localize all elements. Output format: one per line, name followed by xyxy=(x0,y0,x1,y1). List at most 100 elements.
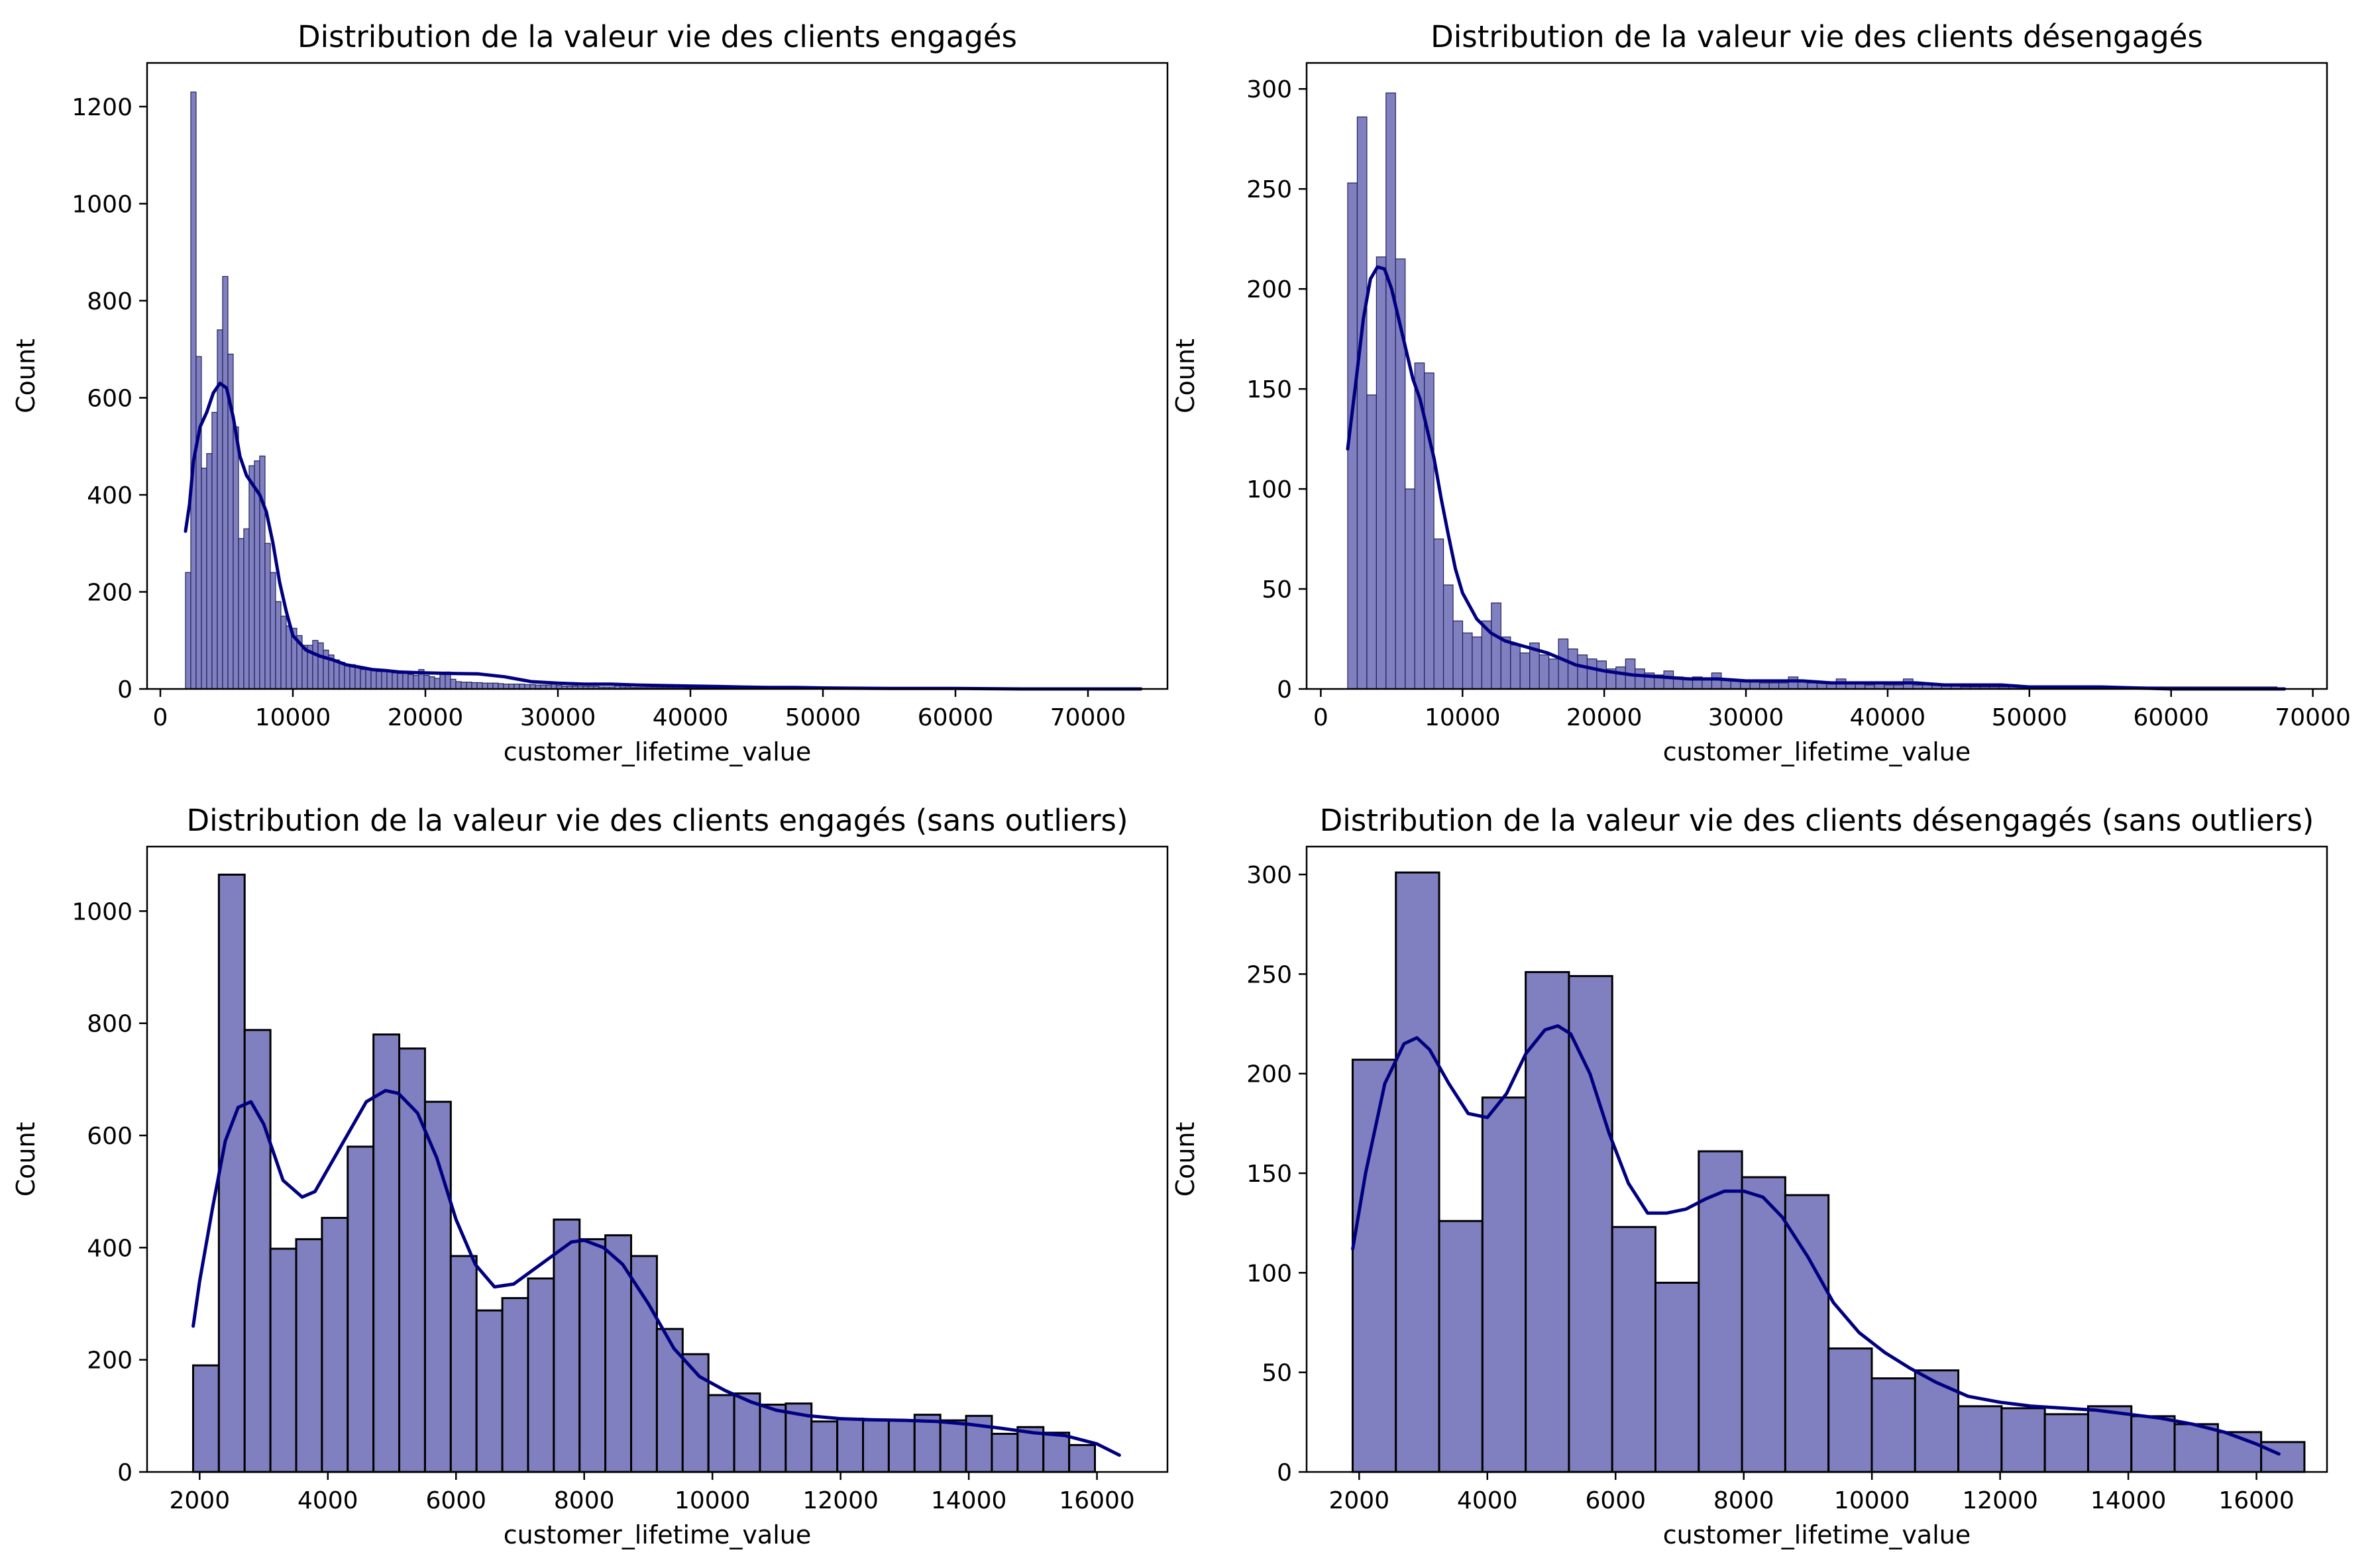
bars xyxy=(1351,871,2306,1473)
y-axis-label: Count xyxy=(1171,339,1200,413)
axes-frame xyxy=(146,845,1169,1473)
x-tick-label: 2000 xyxy=(1329,1487,1390,1514)
x-tick-label: 16000 xyxy=(1059,1487,1135,1514)
chart-title: Distribution de la valeur vie des client… xyxy=(298,19,1017,54)
y-tick-label: 1000 xyxy=(72,898,133,925)
x-axis-label: customer_lifetime_value xyxy=(504,1520,811,1549)
y-tick-label: 200 xyxy=(87,1347,133,1375)
x-tick-label: 10000 xyxy=(255,704,331,731)
x-tick-label: 14000 xyxy=(2090,1487,2167,1514)
histogram-bar xyxy=(295,1238,323,1473)
histogram-bar xyxy=(1957,1405,2003,1473)
y-tick-label: 100 xyxy=(1246,1260,1292,1287)
histogram-bar xyxy=(1870,1377,1916,1473)
histogram-bar xyxy=(1438,1220,1484,1473)
x-tick-label: 70000 xyxy=(1050,704,1126,731)
x-tick-label: 70000 xyxy=(2275,704,2351,731)
y-tick-label: 250 xyxy=(1246,176,1292,203)
chart-title: Distribution de la valeur vie des client… xyxy=(186,803,1128,838)
y-axis-label: Count xyxy=(11,339,40,413)
y-tick-label: 0 xyxy=(117,1459,133,1487)
y-tick-label: 200 xyxy=(87,579,133,606)
y-tick-label: 400 xyxy=(87,482,133,509)
histogram-bar xyxy=(2260,1441,2306,1473)
x-tick-label: 40000 xyxy=(1850,704,1926,731)
histogram-bar xyxy=(2000,1407,2046,1473)
histogram-bar xyxy=(1741,1176,1786,1473)
y-axis-label: Count xyxy=(11,1122,40,1197)
histogram-bar xyxy=(1827,1347,1873,1473)
x-tick-label: 6000 xyxy=(425,1487,486,1514)
y-tick-label: 1000 xyxy=(72,191,133,218)
x-tick-label: 14000 xyxy=(931,1487,1007,1514)
y-tick-label: 400 xyxy=(87,1235,133,1262)
axes-frame xyxy=(1305,62,2328,690)
x-axis-label: customer_lifetime_value xyxy=(1663,737,1971,766)
y-tick-label: 600 xyxy=(87,385,133,412)
chart-title: Distribution de la valeur vie des client… xyxy=(1431,19,2203,54)
x-tick-label: 4000 xyxy=(1457,1487,1518,1514)
x-tick-label: 10000 xyxy=(675,1487,751,1514)
histogram-bar xyxy=(1481,1096,1527,1473)
x-tick-label: 6000 xyxy=(1585,1487,1646,1514)
x-tick-label: 2000 xyxy=(170,1487,231,1514)
histogram-bar xyxy=(449,1255,478,1473)
histogram-bar xyxy=(630,1255,658,1473)
histogram-bar xyxy=(991,1432,1019,1473)
kde-curve xyxy=(184,382,1143,691)
y-tick-label: 100 xyxy=(1246,476,1292,503)
x-tick-label: 30000 xyxy=(520,704,596,731)
histogram-bar xyxy=(2086,1405,2133,1473)
y-tick-label: 0 xyxy=(1277,676,1292,704)
x-tick-label: 60000 xyxy=(918,704,994,731)
histogram-bar xyxy=(1654,1281,1700,1473)
histogram-bar xyxy=(1395,871,1440,1473)
histogram-bar xyxy=(1914,1369,1960,1473)
y-tick-label: 50 xyxy=(1262,1360,1292,1387)
x-tick-label: 10000 xyxy=(1834,1487,1910,1514)
x-axis-label: customer_lifetime_value xyxy=(504,737,811,766)
kde-curve xyxy=(1351,1024,2281,1456)
histogram-bar xyxy=(1525,970,1570,1473)
histogram-bar xyxy=(1351,1059,1397,1473)
x-axis-label: customer_lifetime_value xyxy=(1663,1520,1971,1549)
axes-frame xyxy=(1305,845,2328,1473)
y-tick-label: 0 xyxy=(117,676,133,704)
histogram-bar xyxy=(1611,1226,1657,1473)
histogram-bar xyxy=(1568,974,1613,1473)
x-tick-label: 0 xyxy=(153,704,168,731)
x-tick-label: 8000 xyxy=(554,1487,615,1514)
y-tick-label: 200 xyxy=(1246,1061,1292,1088)
kde-curve xyxy=(191,1088,1121,1457)
x-tick-label: 40000 xyxy=(653,704,729,731)
x-tick-label: 8000 xyxy=(1713,1487,1774,1514)
kde-curve xyxy=(1346,265,2287,691)
x-tick-label: 50000 xyxy=(1992,704,2068,731)
y-tick-label: 250 xyxy=(1246,961,1292,988)
y-tick-label: 200 xyxy=(1246,276,1292,303)
x-tick-label: 20000 xyxy=(388,704,464,731)
y-tick-label: 1200 xyxy=(72,94,133,121)
y-tick-label: 800 xyxy=(87,1011,133,1038)
histogram-bar xyxy=(2043,1413,2089,1473)
y-tick-label: 600 xyxy=(87,1123,133,1150)
x-tick-label: 12000 xyxy=(802,1487,879,1514)
histogram-bar xyxy=(2130,1415,2176,1473)
x-tick-label: 10000 xyxy=(1425,704,1501,731)
y-tick-label: 0 xyxy=(1277,1459,1292,1487)
x-tick-label: 50000 xyxy=(785,704,861,731)
histogram-bar xyxy=(2173,1423,2219,1473)
y-axis-label: Count xyxy=(1171,1122,1200,1197)
y-tick-label: 300 xyxy=(1246,862,1292,889)
y-tick-label: 800 xyxy=(87,288,133,315)
y-tick-label: 150 xyxy=(1246,376,1292,403)
x-tick-label: 16000 xyxy=(2218,1487,2295,1514)
y-tick-label: 50 xyxy=(1262,576,1292,603)
x-tick-label: 0 xyxy=(1313,704,1328,731)
x-tick-label: 30000 xyxy=(1708,704,1784,731)
axes-frame xyxy=(146,62,1169,690)
